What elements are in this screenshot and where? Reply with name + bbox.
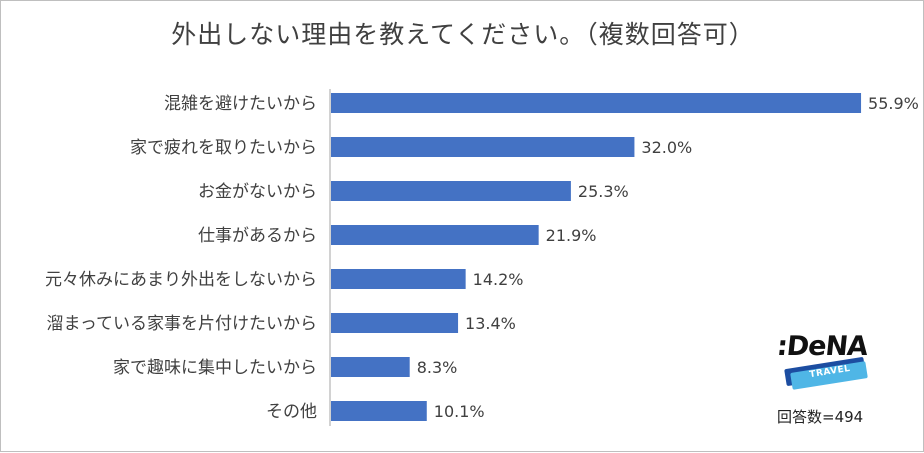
category-label-1: 混雑を避けたいから — [164, 94, 317, 114]
bar-4 — [331, 225, 539, 245]
bar-5 — [331, 269, 466, 289]
value-label-2: 32.0% — [641, 138, 692, 157]
bar-3 — [331, 181, 571, 201]
chart-title: 外出しない理由を教えてください。（複数回答可） — [171, 20, 755, 49]
value-label-5: 14.2% — [473, 270, 524, 289]
bar-1 — [331, 93, 862, 113]
bar-2 — [331, 137, 635, 157]
value-label-6: 13.4% — [465, 314, 516, 333]
dena-travel-logo: :DeNA TRAVEL — [775, 331, 877, 391]
bar-7 — [331, 357, 410, 377]
value-label-3: 25.3% — [578, 182, 629, 201]
category-label-7: 家で趣味に集中したいから — [113, 358, 317, 378]
value-label-7: 8.3% — [417, 358, 458, 377]
respondent-count: 回答数=494 — [777, 408, 864, 426]
category-label-2: 家で疲れを取りたいから — [130, 138, 317, 158]
value-label-8: 10.1% — [434, 402, 485, 421]
bar-8 — [331, 401, 427, 421]
category-label-5: 元々休みにあまり外出をしないから — [45, 270, 317, 290]
category-label-8: その他 — [266, 402, 317, 422]
category-label-4: 仕事があるから — [198, 226, 317, 246]
value-label-1: 55.9% — [868, 94, 919, 113]
category-label-6: 溜まっている家事を片付けたいから — [47, 314, 317, 334]
category-label-3: お金がないから — [198, 182, 317, 202]
bar-6 — [331, 313, 459, 333]
value-label-4: 21.9% — [546, 226, 597, 245]
